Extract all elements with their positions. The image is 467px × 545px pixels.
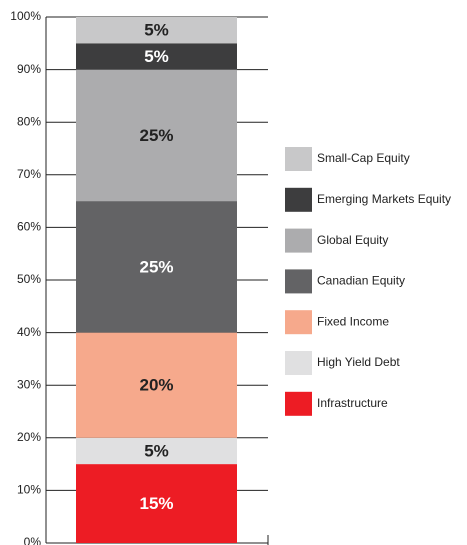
legend-swatch [285,391,312,416]
legend-swatch [285,147,312,171]
y-tick-label: 20% [17,430,41,444]
legend-swatch [285,187,312,212]
segment-label: 5% [144,21,169,40]
y-tick-label: 0% [24,535,42,545]
bar-segment [76,332,237,438]
segment-label: 25% [139,126,173,145]
bar-segment [76,201,237,333]
y-tick-label: 90% [17,62,41,76]
segment-label: 15% [139,494,173,513]
y-tick-label: 50% [17,272,41,286]
legend-label: High Yield Debt [317,355,400,369]
segment-label: 5% [144,441,169,460]
legend-label: Fixed Income [317,314,389,328]
legend-swatch [285,351,312,375]
y-tick-label: 70% [17,167,41,181]
y-tick-label: 100% [10,9,41,23]
legend-swatch [285,269,312,294]
legend-swatch [285,228,312,253]
y-tick-label: 80% [17,114,41,128]
y-tick-label: 40% [17,325,41,339]
bar-segment [76,43,237,70]
legend-label: Small-Cap Equity [317,151,410,165]
bar-segment [76,17,237,44]
y-tick-label: 10% [17,483,41,497]
segment-label: 25% [139,257,173,276]
legend-label: Emerging Markets Equity [317,192,451,206]
bar-segment [76,464,237,543]
legend-swatch [285,310,312,335]
y-tick-label: 60% [17,220,41,234]
bar-segment [76,69,237,202]
bar-segment [76,437,237,465]
y-tick-label: 30% [17,377,41,391]
legend-label: Canadian Equity [317,274,405,288]
legend-label: Infrastructure [317,396,388,410]
legend-label: Global Equity [317,233,388,247]
segment-label: 20% [139,376,173,395]
segment-label: 5% [144,47,169,66]
